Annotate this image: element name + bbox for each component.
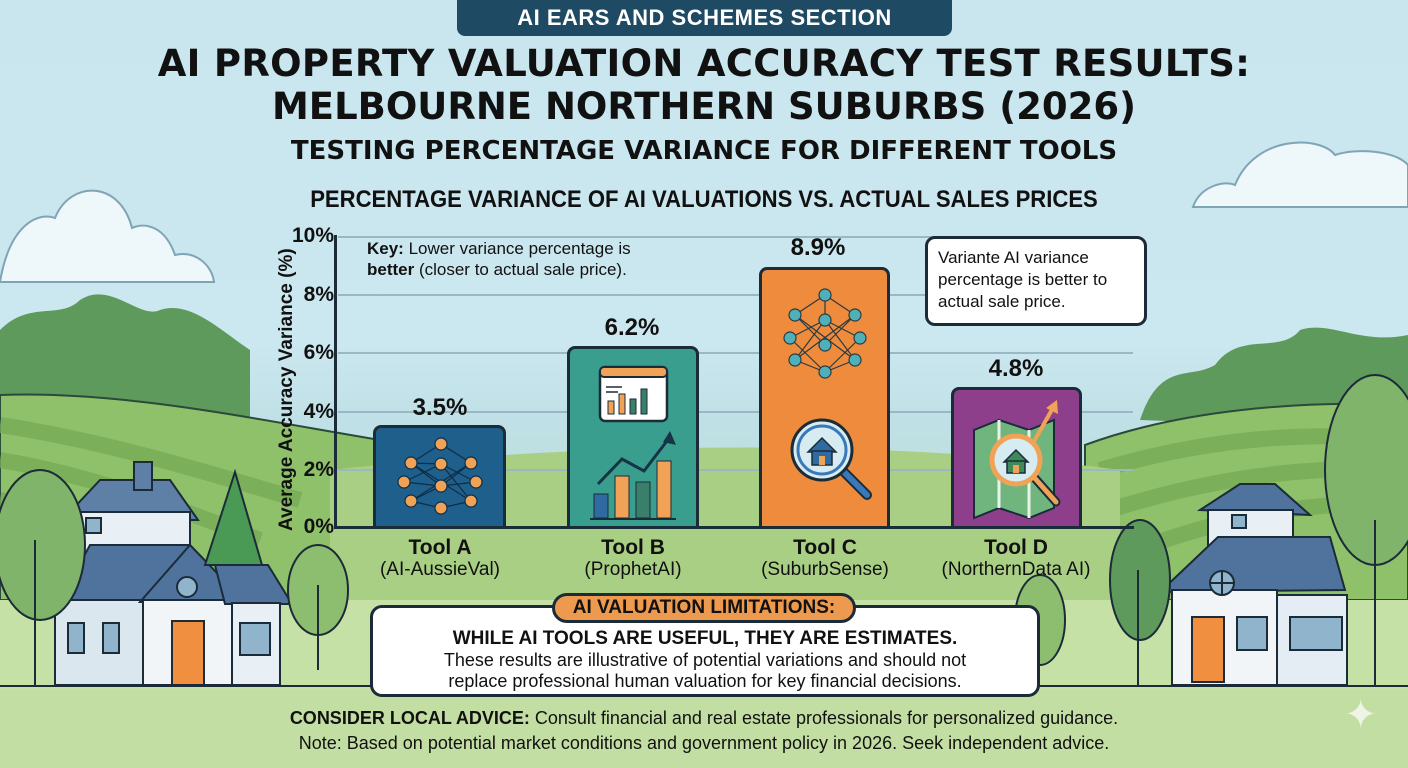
y-axis (334, 235, 337, 528)
x-label-tool-b: Tool B (601, 536, 665, 559)
gridline-4 (338, 411, 1133, 413)
cloud-left (0, 189, 216, 283)
bar-value-tool-c: 8.9% (790, 234, 846, 261)
bar-value-tool-d: 4.8% (988, 355, 1044, 382)
gridline-6 (338, 352, 1133, 354)
key-text-1: Lower variance percentage is (403, 239, 631, 258)
bar-tool-a (373, 425, 506, 527)
x-sublabel-tool-d: (NorthernData AI) (941, 559, 1091, 580)
footer-advice: CONSIDER LOCAL ADVICE: Consult financial… (0, 708, 1408, 729)
y-tick-8: 8% (303, 283, 334, 306)
x-label-tool-a: Tool A (408, 536, 472, 559)
bar-tool-c (759, 267, 890, 527)
bar-tool-b (567, 346, 699, 527)
limitations-body-line2: replace professional human valuation for… (448, 671, 962, 691)
page-title-line1: AI PROPERTY VALUATION ACCURACY TEST RESU… (157, 42, 1251, 85)
key-text-2: (closer to actual sale price). (414, 260, 627, 279)
limitations-tag: AI VALUATION LIMITATIONS: (552, 593, 856, 623)
sparkle-icon: ✦ (1344, 693, 1378, 737)
key-label: Key: (367, 239, 404, 258)
neural-network-house-search-icon (783, 288, 872, 500)
x-sublabel-tool-a: (AI-AussieVal) (379, 559, 500, 580)
footer-advice-text: Consult financial and real estate profes… (529, 708, 1119, 728)
key-emphasis: better (367, 260, 415, 279)
bar-tool-d (951, 387, 1082, 527)
dashboard-growth-chart-icon (590, 365, 676, 520)
x-label-tool-c: Tool C (793, 536, 857, 559)
y-tick-0: 0% (303, 515, 334, 538)
page-title-line2: MELBOURNE NORTHERN SUBURBS (2026) (271, 85, 1136, 128)
chart-key: Key: Lower variance percentage is better… (367, 238, 707, 280)
chart-title: PERCENTAGE VARIANCE OF AI VALUATIONS VS.… (310, 186, 1098, 213)
map-house-search-icon (973, 400, 1061, 520)
limitations-body: These results are illustrative of potent… (373, 650, 1037, 692)
y-tick-6: 6% (303, 341, 334, 364)
cloud-right (1191, 141, 1408, 208)
footer-advice-label: CONSIDER LOCAL ADVICE: (289, 708, 530, 728)
gridline-10 (338, 236, 1133, 238)
section-badge: AI EARS AND SCHEMES SECTION (457, 0, 952, 36)
trees-right (1014, 374, 1408, 685)
neural-network-icon (397, 437, 483, 515)
page-subtitle: TESTING PERCENTAGE VARIANCE FOR DIFFEREN… (290, 136, 1118, 166)
bar-value-tool-b: 6.2% (604, 314, 660, 341)
limitations-body-line1: These results are illustrative of potent… (443, 650, 967, 670)
x-axis (334, 526, 1134, 529)
x-sublabel-tool-b: (ProphetAI) (584, 559, 682, 580)
y-tick-4: 4% (303, 400, 334, 423)
trees-left (0, 469, 349, 685)
house-left (54, 461, 294, 686)
limitations-headline: WHILE AI TOOLS ARE USEFUL, THEY ARE ESTI… (452, 628, 958, 649)
footer-note: Note: Based on potential market conditio… (298, 733, 1110, 753)
x-sublabel-tool-c: (SuburbSense) (761, 559, 889, 580)
house-right (1157, 483, 1348, 686)
gridline-2 (338, 469, 1133, 471)
y-tick-2: 2% (303, 458, 334, 481)
x-label-tool-d: Tool D (984, 536, 1048, 559)
chart-note-callout: Variante AI variance percentage is bette… (925, 236, 1147, 326)
gridline-8 (338, 294, 1133, 296)
y-tick-10: 10% (291, 224, 334, 247)
bar-value-tool-a: 3.5% (412, 394, 468, 421)
